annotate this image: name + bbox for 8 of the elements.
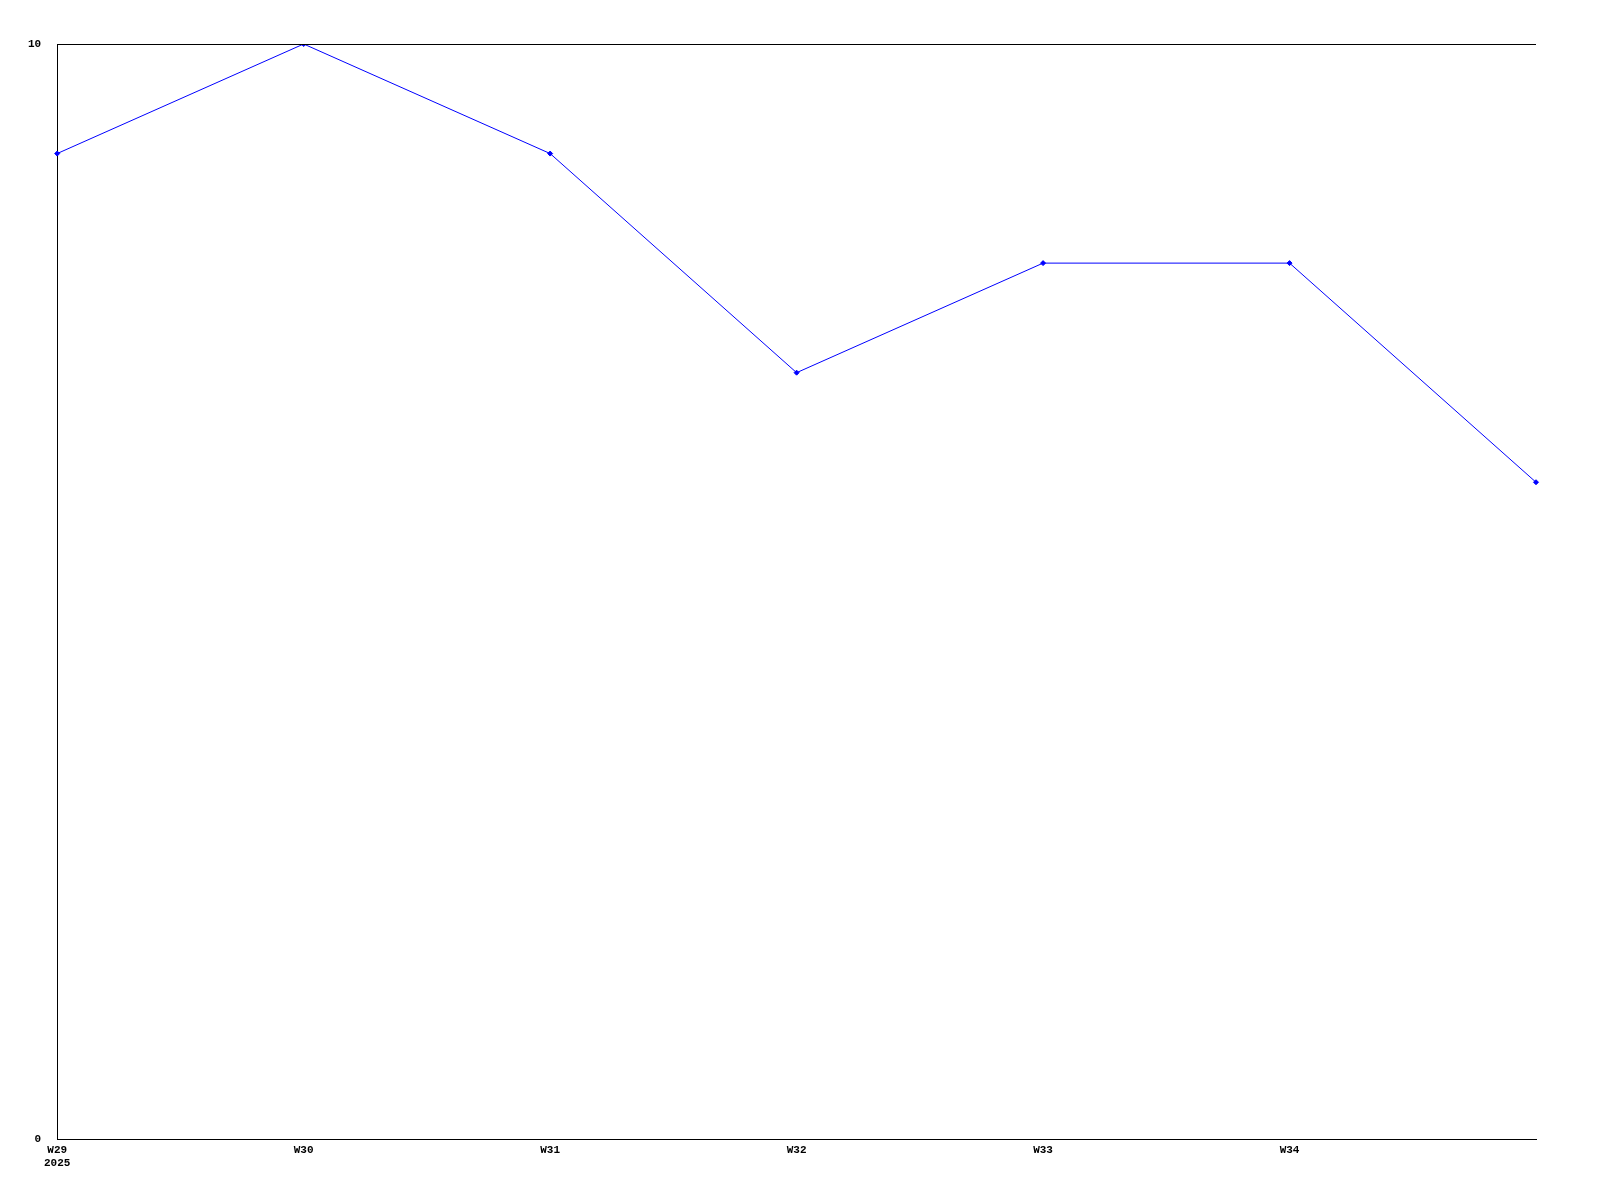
- x-tick-label: W29 2025: [44, 1143, 71, 1170]
- x-tick-label: W30: [293, 1143, 314, 1156]
- x-tick-label: W34: [1279, 1143, 1300, 1156]
- x-tick-label: W32: [786, 1143, 807, 1156]
- x-tick-label: W33: [1033, 1143, 1054, 1156]
- x-tick-label: W31: [540, 1143, 561, 1156]
- y-tick-label: 0: [34, 1133, 42, 1146]
- y-tick-label: 10: [28, 37, 42, 50]
